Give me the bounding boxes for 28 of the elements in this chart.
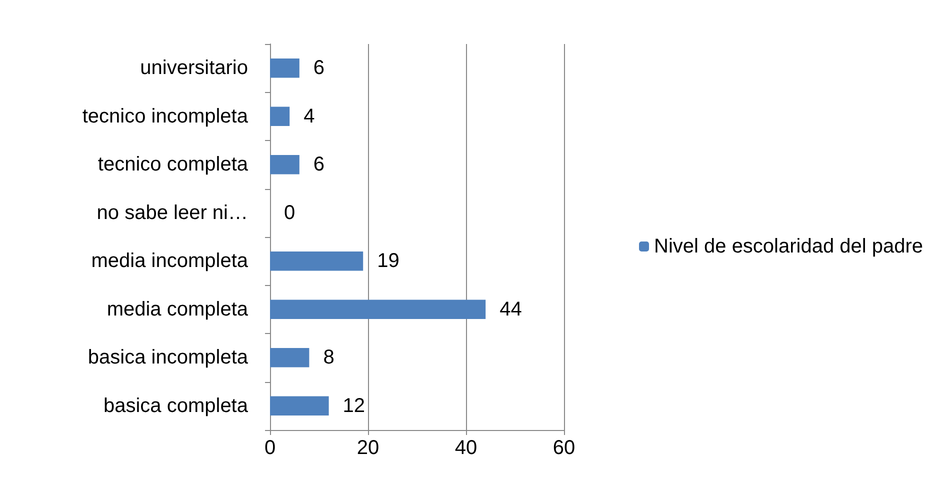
y-tick-label: media completa [106,298,249,320]
legend-label: Nivel de escolaridad del padre [654,236,924,258]
bar [270,300,486,320]
bar [270,396,329,416]
x-tick-label: 20 [356,437,380,459]
bar [270,348,310,368]
y-tick-label: basica incompleta [88,346,249,369]
y-tick-label: tecnico incompleta [82,105,249,128]
bar [270,106,290,126]
x-tick-label: 0 [264,437,276,459]
data-label: 4 [304,105,315,128]
y-tick-label: no sabe leer ni… [96,202,248,224]
data-label: 19 [377,250,400,272]
bar [270,251,364,271]
data-label: 8 [323,346,334,369]
data-label: 44 [500,298,522,320]
data-label: 6 [313,154,325,176]
y-tick-label: tecnico completa [98,154,249,176]
y-tick-label: basica completa [103,394,249,417]
x-tick-label: 60 [552,437,576,459]
data-label: 12 [342,394,366,417]
y-tick-label: universitario [140,57,248,80]
bar [270,154,300,174]
x-tick-label: 40 [454,437,478,459]
y-tick-label: media incompleta [91,250,249,272]
data-label: 0 [284,202,296,224]
data-label: 6 [313,57,325,80]
bar [270,58,300,78]
